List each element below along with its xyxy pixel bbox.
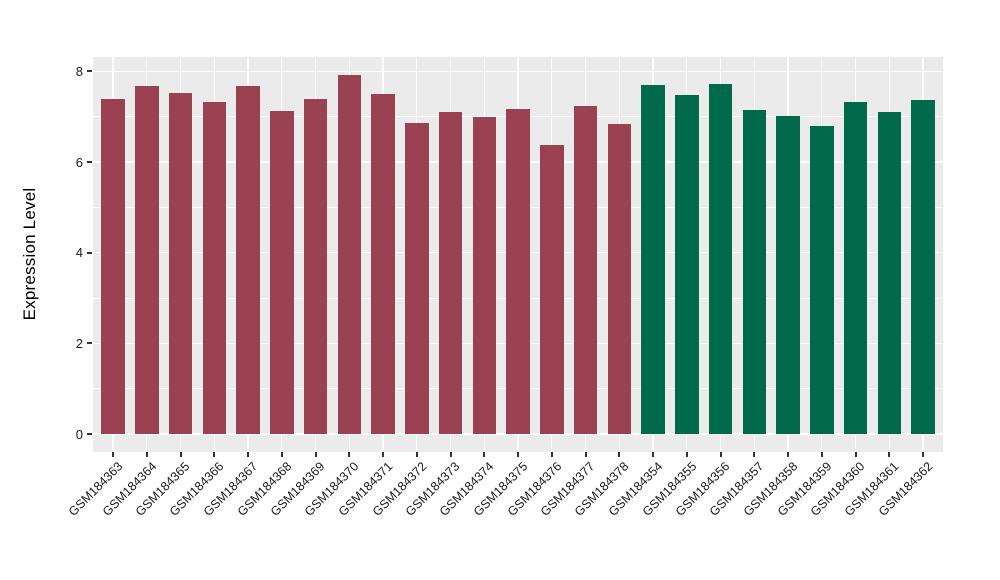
x-tick-mark bbox=[719, 452, 722, 457]
x-tick-mark bbox=[753, 452, 756, 457]
bar bbox=[776, 115, 800, 434]
bar bbox=[135, 85, 159, 434]
y-tick-mark bbox=[87, 70, 92, 73]
bar bbox=[708, 83, 733, 434]
x-tick-mark bbox=[685, 452, 688, 457]
bar bbox=[168, 92, 193, 434]
x-tick-mark bbox=[550, 452, 553, 457]
bar bbox=[236, 85, 260, 434]
bar bbox=[911, 100, 935, 434]
y-tick-mark bbox=[87, 251, 92, 254]
bar bbox=[472, 116, 496, 434]
plot-panel bbox=[93, 57, 943, 452]
bar bbox=[877, 112, 901, 434]
bar bbox=[438, 112, 463, 434]
bar bbox=[573, 105, 598, 434]
bar bbox=[810, 125, 834, 434]
x-tick-mark bbox=[449, 452, 452, 457]
bar bbox=[641, 85, 665, 434]
bar bbox=[540, 144, 564, 434]
y-tick-label: 6 bbox=[75, 154, 83, 170]
bar bbox=[675, 95, 699, 434]
x-tick-mark bbox=[618, 452, 621, 457]
y-axis-title: Expression Level bbox=[20, 187, 39, 321]
x-tick-mark bbox=[145, 452, 148, 457]
bar bbox=[506, 108, 530, 434]
x-tick-mark bbox=[652, 452, 654, 457]
x-tick-mark bbox=[584, 452, 587, 457]
x-tick-mark bbox=[888, 452, 891, 457]
x-tick-mark bbox=[820, 452, 823, 457]
bar bbox=[101, 98, 125, 434]
x-tick-mark bbox=[314, 452, 317, 457]
y-tick-label: 8 bbox=[75, 63, 83, 79]
bar bbox=[607, 124, 631, 434]
bar bbox=[742, 110, 766, 434]
y-tick-mark bbox=[87, 161, 92, 164]
x-tick-mark bbox=[787, 452, 789, 457]
y-tick-mark bbox=[87, 433, 92, 435]
y-tick-label: 2 bbox=[75, 335, 83, 351]
bar bbox=[371, 93, 395, 434]
y-tick-mark bbox=[87, 342, 92, 345]
bar bbox=[405, 123, 429, 434]
bar bbox=[303, 98, 328, 434]
x-tick-mark bbox=[179, 452, 182, 457]
x-tick-mark bbox=[280, 452, 283, 457]
bar bbox=[202, 102, 226, 434]
bar bbox=[337, 74, 361, 434]
x-tick-mark bbox=[382, 452, 384, 457]
x-tick-mark bbox=[348, 452, 351, 457]
x-tick-mark bbox=[112, 452, 114, 457]
y-tick-label: 4 bbox=[75, 245, 83, 261]
x-tick-mark bbox=[213, 452, 216, 457]
bar bbox=[843, 101, 868, 434]
bar bbox=[270, 111, 294, 434]
y-tick-label: 0 bbox=[75, 426, 83, 442]
x-tick-mark bbox=[517, 452, 519, 457]
x-tick-mark bbox=[247, 452, 249, 457]
x-tick-mark bbox=[483, 452, 486, 457]
x-tick-mark bbox=[922, 452, 924, 457]
x-tick-mark bbox=[415, 452, 418, 457]
x-tick-mark bbox=[854, 452, 857, 457]
